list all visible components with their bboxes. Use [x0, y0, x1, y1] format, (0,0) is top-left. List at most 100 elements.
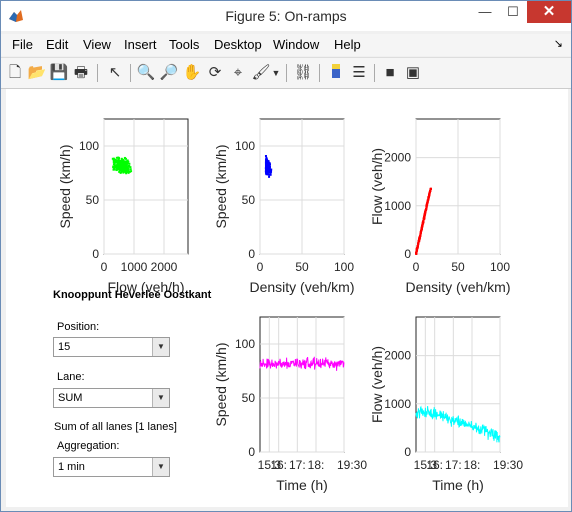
data-point — [268, 169, 271, 172]
show-plot-tools-icon[interactable]: ▣ — [405, 64, 421, 81]
aggregation-value: 1 min — [58, 461, 85, 473]
zoom-in-icon[interactable]: 🔍 — [136, 64, 156, 81]
x-tick-label: 50 — [451, 260, 465, 274]
data-point — [126, 162, 129, 165]
data-series — [415, 187, 433, 255]
link-plot-icon[interactable]: ⛓ — [293, 64, 313, 81]
y-axis-label: Speed (km/h) — [213, 144, 229, 228]
data-point — [423, 216, 426, 219]
maximize-button[interactable]: ☐ — [507, 4, 519, 19]
y-tick-label: 2000 — [384, 349, 411, 363]
menu-edit[interactable]: Edit — [46, 37, 69, 52]
data-point — [265, 163, 268, 166]
aggregation-select[interactable]: 1 min ▼ — [53, 457, 170, 477]
data-point — [420, 229, 423, 232]
brush-dropdown-icon[interactable]: ▼ — [271, 68, 281, 78]
brush-icon[interactable]: 🖌 — [251, 64, 271, 81]
data-point — [423, 218, 426, 221]
menu-help[interactable]: Help — [334, 37, 361, 52]
data-point — [269, 173, 272, 176]
open-file-icon[interactable]: 📂 — [27, 64, 47, 81]
data-point — [111, 157, 114, 160]
menu-view[interactable]: View — [83, 37, 111, 52]
edit-plot-arrow-icon[interactable]: ↖ — [108, 64, 122, 81]
x-tick-label: 18: — [464, 458, 481, 472]
plot-3: 0 1000 2000 0 50 100 Density (veh/km) Flow (veh… — [369, 118, 511, 295]
data-point — [270, 168, 273, 171]
x-tick-label: 17: — [289, 458, 306, 472]
data-point — [123, 157, 126, 160]
data-point — [112, 165, 115, 168]
data-point — [423, 213, 426, 216]
data-point — [265, 170, 268, 173]
x-tick-label: 50 — [295, 260, 309, 274]
data-series — [264, 154, 273, 178]
data-point — [127, 160, 130, 163]
rotate-3d-icon[interactable]: ⟳ — [208, 64, 222, 81]
position-select[interactable]: 15 ▼ — [53, 337, 170, 357]
data-point — [127, 171, 130, 174]
x-tick-label: 0 — [413, 260, 420, 274]
data-point — [114, 164, 117, 167]
data-point — [265, 173, 268, 176]
data-point — [119, 162, 122, 165]
title-bar: Figure 5: On-ramps — ☐ ✕ — [1, 1, 571, 31]
new-figure-icon[interactable]: 🗋 — [8, 64, 22, 81]
data-point — [125, 167, 128, 170]
data-point — [426, 201, 429, 204]
minimize-button[interactable]: — — [478, 4, 492, 19]
data-point — [129, 166, 132, 169]
dock-arrow-icon[interactable]: ↘ — [553, 38, 563, 50]
data-point — [130, 170, 133, 173]
save-icon[interactable]: 💾 — [49, 64, 69, 81]
pan-hand-icon[interactable]: ✋ — [182, 64, 202, 81]
plot-2: 0 50 100 0 50 100 Density (veh/km) Speed (km/h) — [213, 118, 355, 295]
data-point — [266, 168, 269, 171]
print-icon[interactable]: 🖶 — [73, 64, 89, 81]
chevron-down-icon[interactable]: ▼ — [152, 389, 169, 407]
data-point — [417, 242, 420, 245]
data-point — [127, 169, 130, 172]
menu-window[interactable]: Window — [273, 37, 320, 52]
zoom-out-icon[interactable]: 🔎 — [159, 64, 179, 81]
data-point — [421, 223, 424, 226]
y-tick-label: 100 — [235, 139, 255, 153]
data-point — [415, 252, 418, 255]
chevron-down-icon[interactable]: ▼ — [152, 338, 169, 356]
x-tick-label: 15:3 — [258, 458, 282, 472]
chevron-down-icon[interactable]: ▼ — [152, 458, 169, 476]
insert-colorbar-icon[interactable] — [326, 63, 346, 83]
data-point — [117, 162, 120, 165]
x-tick-label: 100 — [334, 260, 354, 274]
menu-file[interactable]: File — [12, 37, 33, 52]
data-point — [266, 161, 269, 164]
close-button[interactable]: ✕ — [527, 1, 571, 23]
x-axis-label: Density (veh/km) — [249, 279, 354, 295]
data-point — [122, 170, 125, 173]
data-point — [124, 163, 127, 166]
data-point — [419, 230, 422, 233]
x-tick-label: 16: — [270, 458, 287, 472]
toolbar-separator — [374, 64, 375, 82]
data-point — [265, 158, 268, 161]
data-point — [118, 161, 121, 164]
x-axis-label: Density (veh/km) — [405, 279, 510, 295]
position-label: Position: — [57, 321, 100, 333]
lanes-info: Sum of all lanes [1 lanes] — [54, 421, 177, 433]
menu-insert[interactable]: Insert — [124, 37, 157, 52]
x-tick-label: 0 — [257, 260, 264, 274]
y-axis-label: Speed (km/h) — [57, 144, 73, 228]
data-cursor-icon[interactable]: ⌖ — [233, 64, 243, 81]
menu-desktop[interactable]: Desktop — [214, 37, 262, 52]
hide-plot-tools-icon[interactable]: ■ — [385, 64, 395, 81]
menu-tools[interactable]: Tools — [169, 37, 200, 52]
data-point — [116, 159, 119, 162]
y-tick-label: 1000 — [384, 199, 411, 213]
data-point — [429, 190, 432, 193]
insert-legend-icon[interactable]: ☰ — [352, 64, 366, 81]
lane-select[interactable]: SUM ▼ — [53, 388, 170, 408]
data-point — [415, 248, 418, 251]
data-point — [117, 157, 120, 160]
